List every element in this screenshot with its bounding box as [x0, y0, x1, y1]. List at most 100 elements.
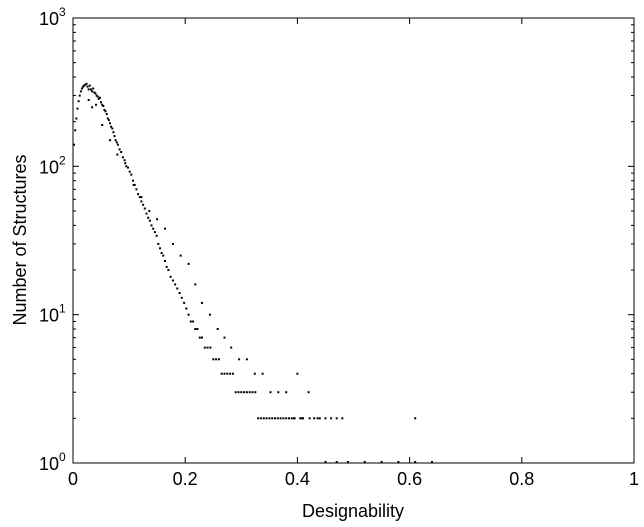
data-point — [101, 103, 104, 106]
data-point — [153, 231, 156, 234]
data-point — [106, 117, 109, 120]
data-point — [93, 91, 96, 94]
data-point — [147, 216, 150, 219]
data-point — [116, 153, 119, 156]
data-point — [245, 391, 248, 394]
data-point — [324, 461, 327, 463]
data-point — [363, 461, 366, 463]
data-point — [313, 417, 316, 420]
data-point — [102, 105, 105, 107]
data-point — [203, 346, 206, 349]
data-point — [156, 218, 159, 221]
y-tick-exponent: 3 — [59, 5, 66, 19]
data-point — [341, 417, 344, 420]
data-point — [116, 143, 119, 146]
data-point — [288, 417, 290, 420]
data-point — [171, 242, 174, 245]
data-point — [217, 358, 220, 361]
data-point — [245, 358, 248, 361]
y-tick-label: 101 — [39, 302, 66, 326]
data-point — [115, 141, 118, 144]
data-point — [180, 296, 183, 299]
data-point — [85, 82, 88, 85]
y-tick-label: 100 — [39, 450, 66, 474]
data-point — [179, 254, 182, 257]
data-point — [87, 99, 90, 101]
data-point — [265, 417, 268, 420]
data-point — [109, 122, 111, 125]
plot-area-frame — [72, 17, 635, 464]
data-point — [192, 320, 195, 323]
data-point — [84, 83, 87, 86]
data-point — [268, 417, 271, 420]
data-point — [148, 210, 151, 212]
x-axis-label: Designability — [302, 501, 404, 521]
data-point — [226, 372, 229, 375]
x-tick-label: 0 — [68, 469, 78, 489]
data-point — [100, 101, 102, 104]
data-point — [324, 417, 327, 420]
data-point — [215, 358, 218, 361]
y-tick-base: 10 — [39, 157, 59, 177]
data-point — [90, 88, 92, 91]
y-tick-label: 102 — [39, 153, 66, 177]
data-point — [194, 283, 197, 286]
data-point — [307, 391, 310, 394]
data-point — [77, 100, 80, 103]
data-point — [125, 165, 128, 168]
data-point — [107, 119, 110, 122]
data-point — [431, 461, 433, 463]
data-point — [133, 183, 136, 186]
data-point — [414, 417, 417, 420]
x-tick-label: 0.2 — [173, 469, 198, 489]
data-point — [198, 336, 201, 339]
data-point — [110, 125, 113, 128]
data-point — [196, 328, 199, 330]
y-tick-exponent: 1 — [59, 302, 66, 316]
data-point — [194, 328, 197, 330]
data-point — [397, 461, 400, 463]
data-point — [162, 254, 165, 257]
data-point — [238, 358, 241, 361]
data-point — [132, 183, 135, 186]
data-point — [293, 417, 295, 420]
data-point — [330, 417, 333, 420]
data-point — [103, 108, 106, 111]
data-point — [120, 151, 123, 153]
data-point — [164, 260, 166, 262]
data-point — [285, 417, 288, 420]
data-point — [118, 148, 121, 151]
x-tick-label: 0.4 — [285, 469, 310, 489]
data-point — [316, 417, 319, 420]
data-point — [143, 207, 146, 210]
data-point — [243, 391, 246, 394]
data-point — [212, 358, 215, 361]
data-point — [81, 87, 83, 90]
data-point — [254, 391, 257, 394]
data-point — [138, 196, 141, 199]
data-point — [178, 292, 181, 294]
x-tick-labels: 0 0.2 0.4 0.6 0.8 1 — [68, 469, 639, 489]
data-point — [335, 461, 338, 463]
data-point — [335, 417, 338, 420]
data-point — [78, 94, 81, 97]
data-point — [285, 391, 288, 394]
data-point — [83, 84, 86, 87]
data-point — [76, 107, 79, 110]
data-point — [380, 461, 383, 463]
data-point — [318, 417, 321, 420]
data-point — [88, 84, 91, 87]
data-point — [300, 417, 303, 420]
data-point — [148, 219, 151, 222]
data-point — [274, 417, 276, 420]
data-point — [164, 227, 166, 230]
data-point — [187, 313, 190, 316]
data-point — [150, 224, 153, 227]
data-point — [189, 320, 192, 323]
x-tick-label: 0.8 — [509, 469, 534, 489]
data-point — [269, 391, 272, 394]
data-point — [132, 179, 134, 182]
y-tick-exponent: 2 — [59, 153, 66, 167]
